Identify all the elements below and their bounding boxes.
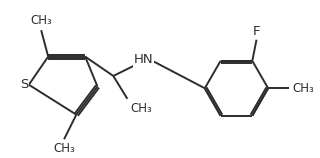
Text: HN: HN: [133, 53, 153, 66]
Text: CH₃: CH₃: [292, 82, 314, 95]
Text: CH₃: CH₃: [130, 102, 152, 115]
Text: F: F: [253, 25, 260, 38]
Text: S: S: [20, 78, 28, 91]
Text: CH₃: CH₃: [53, 142, 75, 155]
Text: CH₃: CH₃: [30, 14, 52, 27]
